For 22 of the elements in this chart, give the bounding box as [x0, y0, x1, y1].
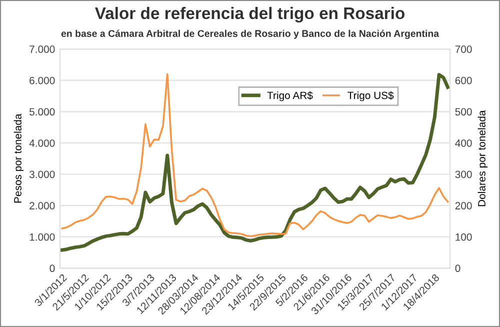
y-tick-label: 6.000 — [30, 76, 55, 84]
y-tick-label: 5.000 — [29, 108, 55, 116]
y-tick-label: 3.000 — [29, 170, 55, 178]
y-tick-label: 7.000 — [30, 46, 55, 53]
y-tick-label: 0 — [50, 264, 55, 272]
y2-tick-label: 400 — [455, 139, 472, 147]
chart-title: Valor de referencia del trigo en Rosario — [94, 6, 404, 23]
y2-tick-label: 300 — [455, 170, 472, 178]
y2-axis-title: Dolares por tonelada — [478, 110, 488, 206]
y-axis-title: Pesos por tonelada — [14, 114, 24, 203]
y2-tick-label: 100 — [456, 233, 472, 241]
y-tick-label: 2.000 — [30, 202, 55, 210]
legend-label: Trigo US$ — [348, 91, 394, 102]
y2-tick-label: 500 — [455, 108, 472, 116]
legend-label: Trigo AR$ — [267, 91, 313, 102]
y2-tick-label: 700 — [455, 46, 472, 53]
y-tick-label: 1.000 — [30, 233, 55, 241]
y2-tick-label: 0 — [455, 264, 460, 272]
chart-subtitle: en base a Cámara Arbitral de Cereales de Rosario y Banco de la Nación Argentina — [61, 30, 440, 39]
y-tick-label: 4.000 — [29, 139, 55, 147]
y2-tick-label: 200 — [455, 202, 472, 210]
y2-tick-label: 600 — [455, 76, 472, 84]
